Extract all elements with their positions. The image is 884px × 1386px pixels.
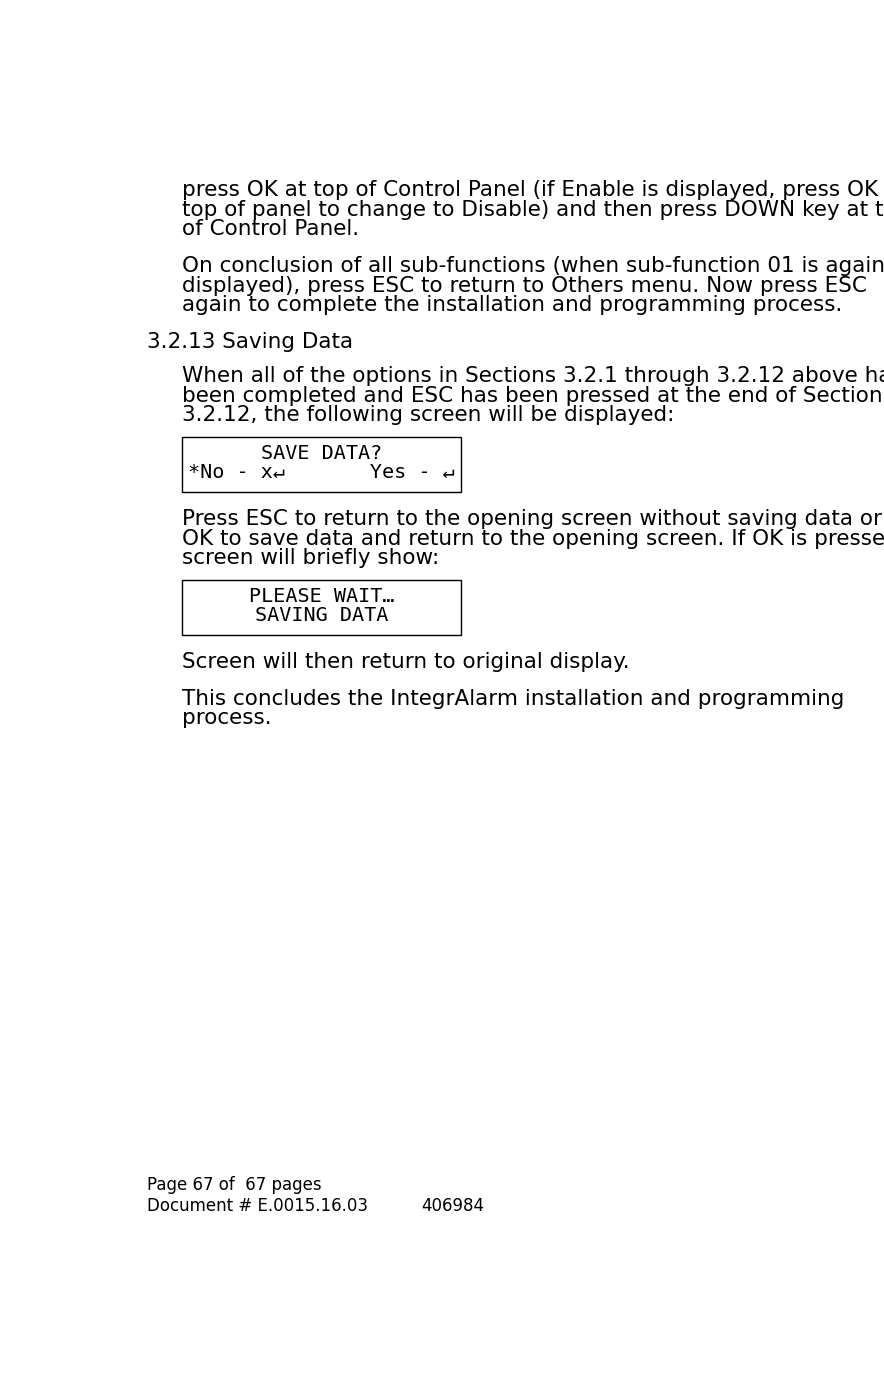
Text: Document # E.0015.16.03: Document # E.0015.16.03 bbox=[147, 1198, 368, 1216]
Text: top of panel to change to Disable) and then press DOWN key at top: top of panel to change to Disable) and t… bbox=[182, 200, 884, 220]
Text: *No - x↵       Yes - ↵: *No - x↵ Yes - ↵ bbox=[188, 463, 454, 482]
Text: Press ESC to return to the opening screen without saving data or: Press ESC to return to the opening scree… bbox=[182, 509, 882, 529]
Text: OK to save data and return to the opening screen. If OK is pressed,: OK to save data and return to the openin… bbox=[182, 528, 884, 549]
Text: This concludes the IntegrAlarm installation and programming: This concludes the IntegrAlarm installat… bbox=[182, 689, 844, 708]
Text: of Control Panel.: of Control Panel. bbox=[182, 219, 359, 240]
Text: Screen will then return to original display.: Screen will then return to original disp… bbox=[182, 653, 629, 672]
Bar bbox=[182, 437, 461, 492]
Text: displayed), press ESC to return to Others menu. Now press ESC: displayed), press ESC to return to Other… bbox=[182, 276, 866, 295]
Text: process.: process. bbox=[182, 708, 271, 729]
Text: 406984: 406984 bbox=[422, 1198, 484, 1216]
Text: 3.2.12, the following screen will be displayed:: 3.2.12, the following screen will be dis… bbox=[182, 405, 674, 426]
Text: SAVING DATA: SAVING DATA bbox=[255, 607, 388, 625]
Text: been completed and ESC has been pressed at the end of Section: been completed and ESC has been pressed … bbox=[182, 385, 882, 406]
Text: Page 67 of  67 pages: Page 67 of 67 pages bbox=[147, 1175, 322, 1193]
Text: again to complete the installation and programming process.: again to complete the installation and p… bbox=[182, 295, 842, 315]
Text: SAVE DATA?: SAVE DATA? bbox=[261, 444, 382, 463]
Text: screen will briefly show:: screen will briefly show: bbox=[182, 549, 439, 568]
Text: When all of the options in Sections 3.2.1 through 3.2.12 above have: When all of the options in Sections 3.2.… bbox=[182, 366, 884, 385]
Bar bbox=[182, 579, 461, 635]
Text: 3.2.13 Saving Data: 3.2.13 Saving Data bbox=[147, 331, 353, 352]
Text: On conclusion of all sub-functions (when sub-function 01 is again: On conclusion of all sub-functions (when… bbox=[182, 256, 884, 276]
Text: press OK at top of Control Panel (if Enable is displayed, press OK at: press OK at top of Control Panel (if Ena… bbox=[182, 180, 884, 200]
Text: PLEASE WAIT…: PLEASE WAIT… bbox=[248, 586, 394, 606]
